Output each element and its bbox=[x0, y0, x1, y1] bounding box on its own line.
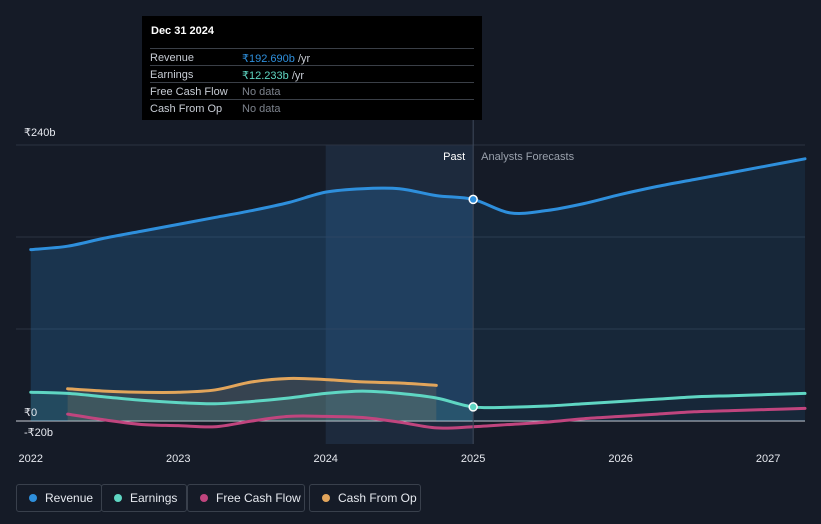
legend-dot-icon bbox=[322, 494, 330, 502]
legend-item-free-cash-flow[interactable]: Free Cash Flow bbox=[187, 484, 305, 512]
tooltip-value: No data bbox=[242, 103, 281, 115]
series-lines bbox=[29, 157, 807, 430]
earnings-revenue-chart: ₹240b ₹0 -₹20b 2022 2023 2024 2025 2026 2027 Pa… bbox=[16, 118, 807, 465]
revenue-highlight-point bbox=[468, 194, 478, 205]
x-axis-label: 2022 bbox=[19, 453, 43, 465]
tooltip-unit: /yr bbox=[288, 70, 305, 82]
tooltip-row-free-cash-flow: Free Cash Flow No data bbox=[150, 82, 474, 100]
tooltip-unit: /yr bbox=[294, 53, 311, 65]
earnings-highlight-point bbox=[468, 402, 478, 412]
legend-item-earnings[interactable]: Earnings bbox=[101, 484, 187, 512]
forecast-label: Analysts Forecasts bbox=[481, 151, 574, 163]
y-axis-labels: ₹240b ₹0 -₹20b bbox=[24, 127, 55, 439]
tooltip-value: No data bbox=[242, 86, 281, 98]
y-axis-label: -₹20b bbox=[24, 427, 53, 439]
tooltip-row-earnings: Earnings ₹12.233b /yr bbox=[150, 65, 474, 83]
legend-label: Cash From Op bbox=[338, 491, 417, 505]
revenue-area bbox=[30, 188, 474, 421]
earnings-area bbox=[30, 391, 474, 421]
earnings-line bbox=[29, 389, 807, 410]
legend-item-revenue[interactable]: Revenue bbox=[16, 484, 102, 512]
tooltip-value: ₹12.233b bbox=[242, 70, 289, 82]
tooltip-label: Free Cash Flow bbox=[150, 86, 228, 98]
legend-dot-icon bbox=[200, 494, 208, 502]
legend-label: Earnings bbox=[130, 491, 178, 505]
legend-item-cash-from-op[interactable]: Cash From Op bbox=[309, 484, 421, 512]
x-axis-label: 2023 bbox=[166, 453, 190, 465]
past-label: Past bbox=[443, 151, 465, 163]
y-axis-label: ₹0 bbox=[24, 407, 37, 419]
revenue-forecast-area bbox=[473, 158, 805, 422]
legend-dot-icon bbox=[29, 494, 37, 502]
tooltip-row-cash-from-op: Cash From Op No data bbox=[150, 99, 474, 117]
y-axis-label: ₹240b bbox=[24, 127, 55, 139]
tooltip: Dec 31 2024 Revenue ₹192.690b /yr Earnin… bbox=[142, 16, 482, 120]
revenue-line bbox=[29, 157, 807, 252]
tooltip-value: ₹192.690b bbox=[242, 53, 295, 65]
legend-dot-icon bbox=[114, 494, 122, 502]
cash-from-op-line bbox=[66, 376, 438, 394]
x-axis-label: 2027 bbox=[756, 453, 780, 465]
series-areas bbox=[30, 158, 805, 422]
tooltip-label: Cash From Op bbox=[150, 103, 223, 115]
tooltip-label: Earnings bbox=[150, 69, 194, 81]
x-axis-label: 2024 bbox=[313, 453, 337, 465]
free-cash-flow-line bbox=[66, 406, 807, 430]
tooltip-row-revenue: Revenue ₹192.690b /yr bbox=[150, 48, 474, 66]
legend-label: Revenue bbox=[45, 491, 94, 505]
cash-from-op-area bbox=[67, 378, 437, 421]
legend-label: Free Cash Flow bbox=[216, 491, 301, 505]
x-axis-label: 2025 bbox=[461, 453, 485, 465]
x-axis-label: 2026 bbox=[608, 453, 632, 465]
chart-grid bbox=[16, 144, 805, 422]
tooltip-label: Revenue bbox=[150, 52, 195, 64]
tooltip-date: Dec 31 2024 bbox=[151, 25, 214, 37]
x-axis-labels: 2022 2023 2024 2025 2026 2027 bbox=[19, 453, 781, 465]
